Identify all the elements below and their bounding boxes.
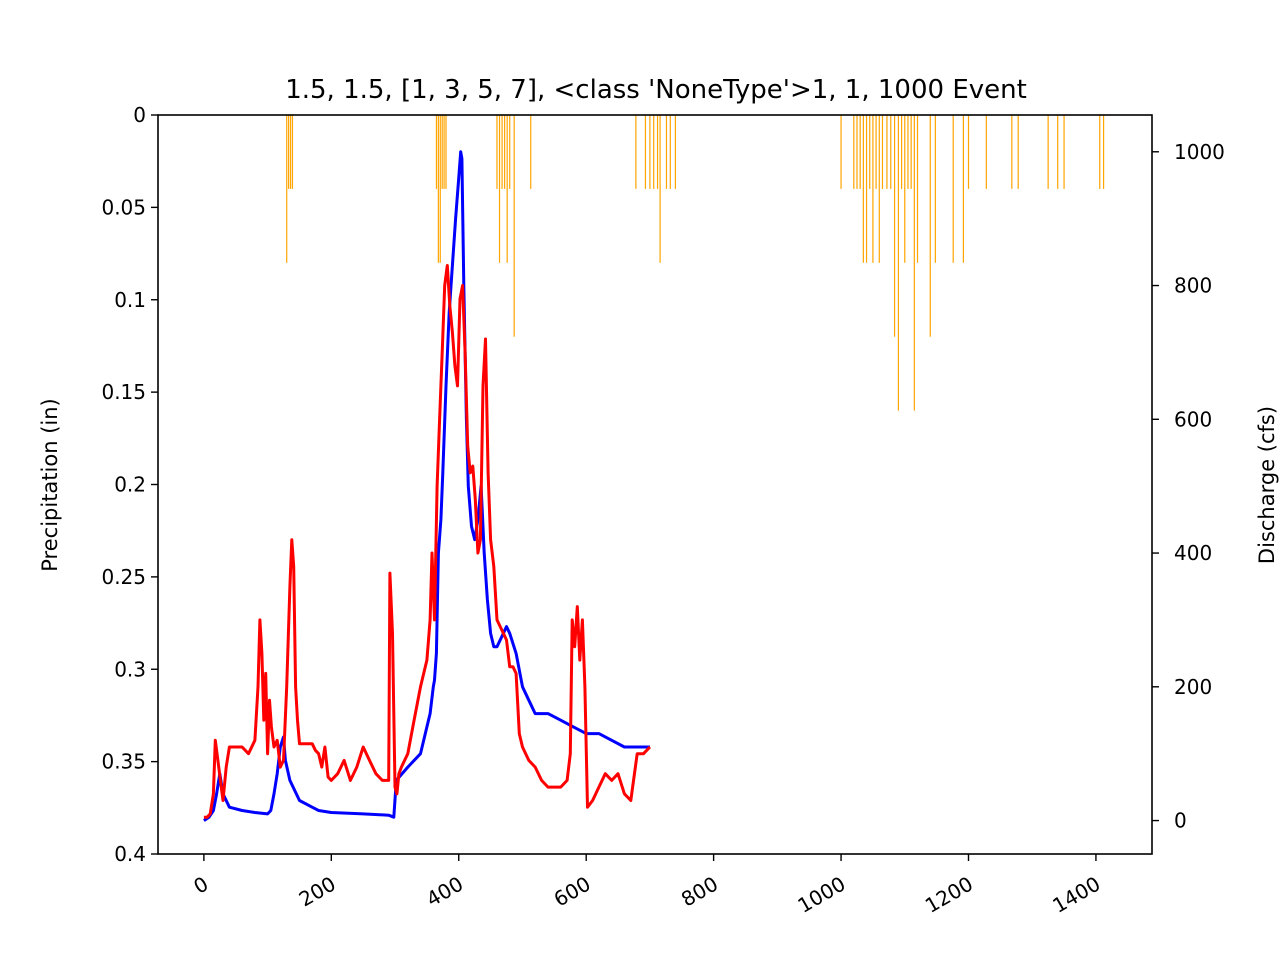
precip-bar <box>862 115 864 263</box>
precip-bar <box>929 115 931 337</box>
precip-bar <box>869 115 871 189</box>
precip-bar <box>907 115 909 189</box>
y-tick-label: 0.1 <box>114 288 146 312</box>
plot-frame <box>157 114 1153 855</box>
precip-bar <box>437 115 439 263</box>
precip-bar <box>875 115 877 189</box>
precip-bar <box>1011 115 1013 189</box>
precip-bar <box>659 115 661 263</box>
precip-bar <box>1047 115 1049 189</box>
y2-tick-label: 1000 <box>1174 140 1225 164</box>
precip-bar <box>934 115 936 263</box>
precip-bar <box>872 115 874 263</box>
y-tick-label: 0.35 <box>101 750 146 774</box>
precip-bar <box>286 115 288 263</box>
precip-bar <box>441 115 443 189</box>
precip-bar <box>1099 115 1101 189</box>
precip-bar <box>1063 115 1065 189</box>
precip-bar <box>644 115 647 189</box>
precip-bar <box>653 115 655 189</box>
y2-axis-label: Discharge (cfs) <box>1255 406 1279 564</box>
precip-bar <box>840 115 842 189</box>
precip-bar <box>501 115 503 189</box>
precip-bar <box>853 115 855 189</box>
precip-bar <box>513 115 515 337</box>
precip-bar <box>674 115 676 189</box>
precip-bar <box>649 115 651 189</box>
y-tick-label: 0.3 <box>114 657 146 681</box>
precip-bar <box>910 115 912 189</box>
precip-bar <box>289 115 292 189</box>
precip-bar <box>890 115 892 189</box>
precip-bar <box>1102 115 1105 189</box>
y-tick-label: 0.4 <box>114 842 146 866</box>
precip-bar <box>916 115 919 263</box>
precip-bar <box>635 115 637 189</box>
precip-bar <box>439 115 441 263</box>
y2-tick-label: 200 <box>1174 675 1212 699</box>
precip-bar <box>904 115 906 263</box>
y-tick-label: 0.25 <box>101 565 146 589</box>
precip-bar <box>443 115 445 189</box>
precip-bar <box>435 115 438 189</box>
precip-bar <box>952 115 954 263</box>
precip-bar <box>967 115 970 189</box>
chart-title: 1.5, 1.5, [1, 3, 5, 7], <class 'NoneType… <box>285 75 1027 105</box>
precip-bar <box>1017 115 1019 189</box>
y-tick-label: 0.2 <box>114 473 146 497</box>
precip-bar <box>881 115 884 189</box>
precip-bar <box>913 115 915 411</box>
y2-tick-label: 600 <box>1174 407 1212 431</box>
simulated-discharge-line <box>203 264 651 819</box>
precip-bar <box>962 115 964 263</box>
y2-tick-label: 400 <box>1174 541 1212 565</box>
precip-bar <box>496 115 498 189</box>
precip-bar <box>445 115 447 189</box>
y-tick-label: 0.05 <box>101 195 146 219</box>
precip-bar <box>530 115 532 189</box>
observed-discharge-line <box>203 150 650 822</box>
precip-bar <box>288 115 290 189</box>
precip-bar <box>878 115 880 263</box>
precip-bar <box>900 115 903 189</box>
precip-bar <box>656 115 659 189</box>
precip-bar <box>1057 115 1059 189</box>
y-axis-label: Precipitation (in) <box>38 398 62 571</box>
precip-bar <box>509 115 511 189</box>
y-tick-label: 0 <box>133 103 146 127</box>
precip-bar <box>865 115 868 263</box>
y2-tick-label: 800 <box>1174 274 1212 298</box>
precip-bar <box>504 115 506 189</box>
precip-bar <box>893 115 896 337</box>
precip-bar <box>897 115 900 411</box>
precip-bar <box>859 115 861 189</box>
discharge-series <box>203 150 651 822</box>
precipitation-bars <box>286 115 1105 411</box>
precip-bar <box>665 115 668 189</box>
precip-bar <box>498 115 501 263</box>
y2-tick-label: 0 <box>1174 809 1187 833</box>
precip-bar <box>506 115 508 263</box>
precip-bar <box>985 115 987 189</box>
precip-bar <box>856 115 858 189</box>
precip-bar <box>669 115 671 189</box>
precip-bar <box>886 115 888 189</box>
precip-bar <box>291 115 294 189</box>
y-tick-label: 0.15 <box>101 380 146 404</box>
